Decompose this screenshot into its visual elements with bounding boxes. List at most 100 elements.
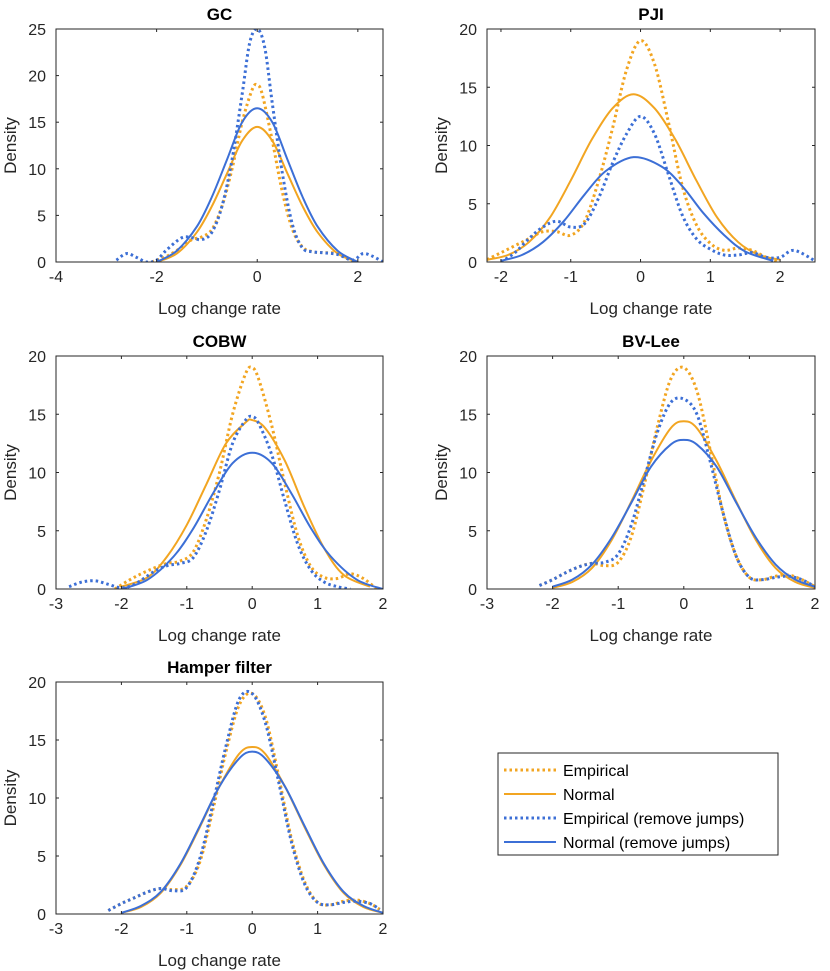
y-tick-label: 5 — [37, 208, 46, 225]
y-tick-label: 10 — [459, 466, 477, 483]
x-tick-label: 1 — [706, 269, 715, 286]
series-group — [115, 29, 383, 262]
legend-item-empirical-remove-jumps: Empirical (remove jumps) — [504, 811, 744, 828]
legend-item-normal-remove-jumps: Normal (remove jumps) — [504, 835, 730, 852]
y-tick-label: 15 — [28, 115, 46, 132]
y-tick-label: 10 — [459, 139, 477, 156]
legend-label: Empirical — [563, 763, 629, 780]
series-group — [487, 39, 815, 262]
y-axis-label: Density — [432, 117, 451, 174]
y-tick-label: 0 — [468, 582, 477, 599]
axes-box — [55, 28, 384, 263]
y-tick-label: 10 — [28, 466, 46, 483]
series-line-empirical — [114, 365, 378, 589]
x-tick-label: 0 — [248, 596, 257, 613]
legend-item-empirical: Empirical — [504, 763, 629, 780]
x-tick-label: -3 — [480, 596, 494, 613]
x-tick-label: -2 — [114, 921, 128, 938]
legend-label: Normal — [563, 787, 615, 804]
series-group — [538, 365, 815, 589]
series-line-normal-remove-jumps — [156, 107, 359, 262]
axes-box — [486, 28, 816, 263]
y-tick-label: 10 — [28, 791, 46, 808]
x-tick-label: 0 — [248, 921, 257, 938]
x-tick-label: 1 — [313, 921, 322, 938]
y-axis-label: Density — [1, 444, 20, 501]
series-line-normal — [552, 420, 815, 589]
legend-label: Normal (remove jumps) — [563, 835, 730, 852]
chart-title: COBW — [193, 332, 248, 351]
x-tick-label: -2 — [494, 269, 508, 286]
series-line-normal — [487, 93, 781, 261]
x-tick-label: 2 — [379, 921, 388, 938]
y-tick-label: 20 — [28, 69, 46, 86]
series-line-normal-remove-jumps — [121, 451, 383, 589]
series-line-empirical — [487, 39, 781, 262]
y-tick-label: 25 — [28, 22, 46, 39]
x-tick-label: 0 — [253, 269, 262, 286]
y-tick-label: 15 — [459, 80, 477, 97]
x-tick-label: 0 — [636, 269, 645, 286]
x-tick-label: -1 — [180, 921, 194, 938]
y-tick-label: 20 — [28, 349, 46, 366]
series-line-empirical — [151, 82, 354, 262]
chart-title: Hamper filter — [167, 658, 272, 677]
y-tick-label: 20 — [459, 22, 477, 39]
chart-title: GC — [207, 5, 233, 24]
x-axis-label: Log change rate — [590, 299, 713, 318]
x-tick-label: 1 — [313, 596, 322, 613]
x-tick-label: -4 — [49, 269, 63, 286]
x-axis-label: Log change rate — [158, 951, 281, 970]
x-axis-label: Log change rate — [158, 626, 281, 645]
series-line-empirical-remove-jumps — [500, 114, 815, 262]
x-tick-label: 0 — [679, 596, 688, 613]
x-tick-label: -1 — [611, 596, 625, 613]
x-tick-label: -1 — [564, 269, 578, 286]
series-group — [107, 689, 383, 914]
y-tick-label: 15 — [28, 407, 46, 424]
x-tick-label: -3 — [49, 921, 63, 938]
series-line-empirical — [538, 365, 815, 588]
x-tick-label: 2 — [776, 269, 785, 286]
series-line-empirical-remove-jumps — [115, 29, 383, 262]
x-tick-label: -1 — [180, 596, 194, 613]
series-line-normal-remove-jumps — [121, 750, 383, 914]
y-tick-label: 5 — [37, 849, 46, 866]
series-line-normal — [121, 418, 371, 588]
y-axis-label: Density — [432, 444, 451, 501]
y-tick-label: 0 — [468, 255, 477, 272]
series-line-empirical-remove-jumps — [107, 689, 381, 912]
series-line-empirical — [107, 691, 381, 912]
series-line-empirical-remove-jumps — [538, 396, 815, 588]
y-tick-label: 15 — [459, 407, 477, 424]
series-group — [68, 365, 383, 589]
x-tick-label: -3 — [49, 596, 63, 613]
y-tick-label: 5 — [468, 524, 477, 541]
y-tick-label: 0 — [37, 907, 46, 924]
series-line-normal-remove-jumps — [500, 156, 774, 262]
x-axis-label: Log change rate — [158, 299, 281, 318]
legend: Empirical Normal Empirical (remove jumps… — [497, 752, 779, 856]
y-tick-label: 0 — [37, 255, 46, 272]
y-tick-label: 15 — [28, 733, 46, 750]
x-tick-label: 2 — [379, 596, 388, 613]
x-axis-label: Log change rate — [590, 626, 713, 645]
y-tick-label: 5 — [37, 524, 46, 541]
series-line-normal — [156, 125, 359, 262]
y-axis-label: Density — [1, 769, 20, 826]
x-tick-label: 1 — [745, 596, 754, 613]
x-tick-label: 2 — [353, 269, 362, 286]
y-tick-label: 0 — [37, 582, 46, 599]
y-tick-label: 20 — [459, 349, 477, 366]
y-tick-label: 5 — [468, 197, 477, 214]
x-tick-label: -2 — [545, 596, 559, 613]
series-line-empirical-remove-jumps — [68, 414, 351, 589]
x-tick-label: 2 — [811, 596, 820, 613]
x-tick-label: -2 — [114, 596, 128, 613]
chart-title: BV-Lee — [622, 332, 680, 351]
